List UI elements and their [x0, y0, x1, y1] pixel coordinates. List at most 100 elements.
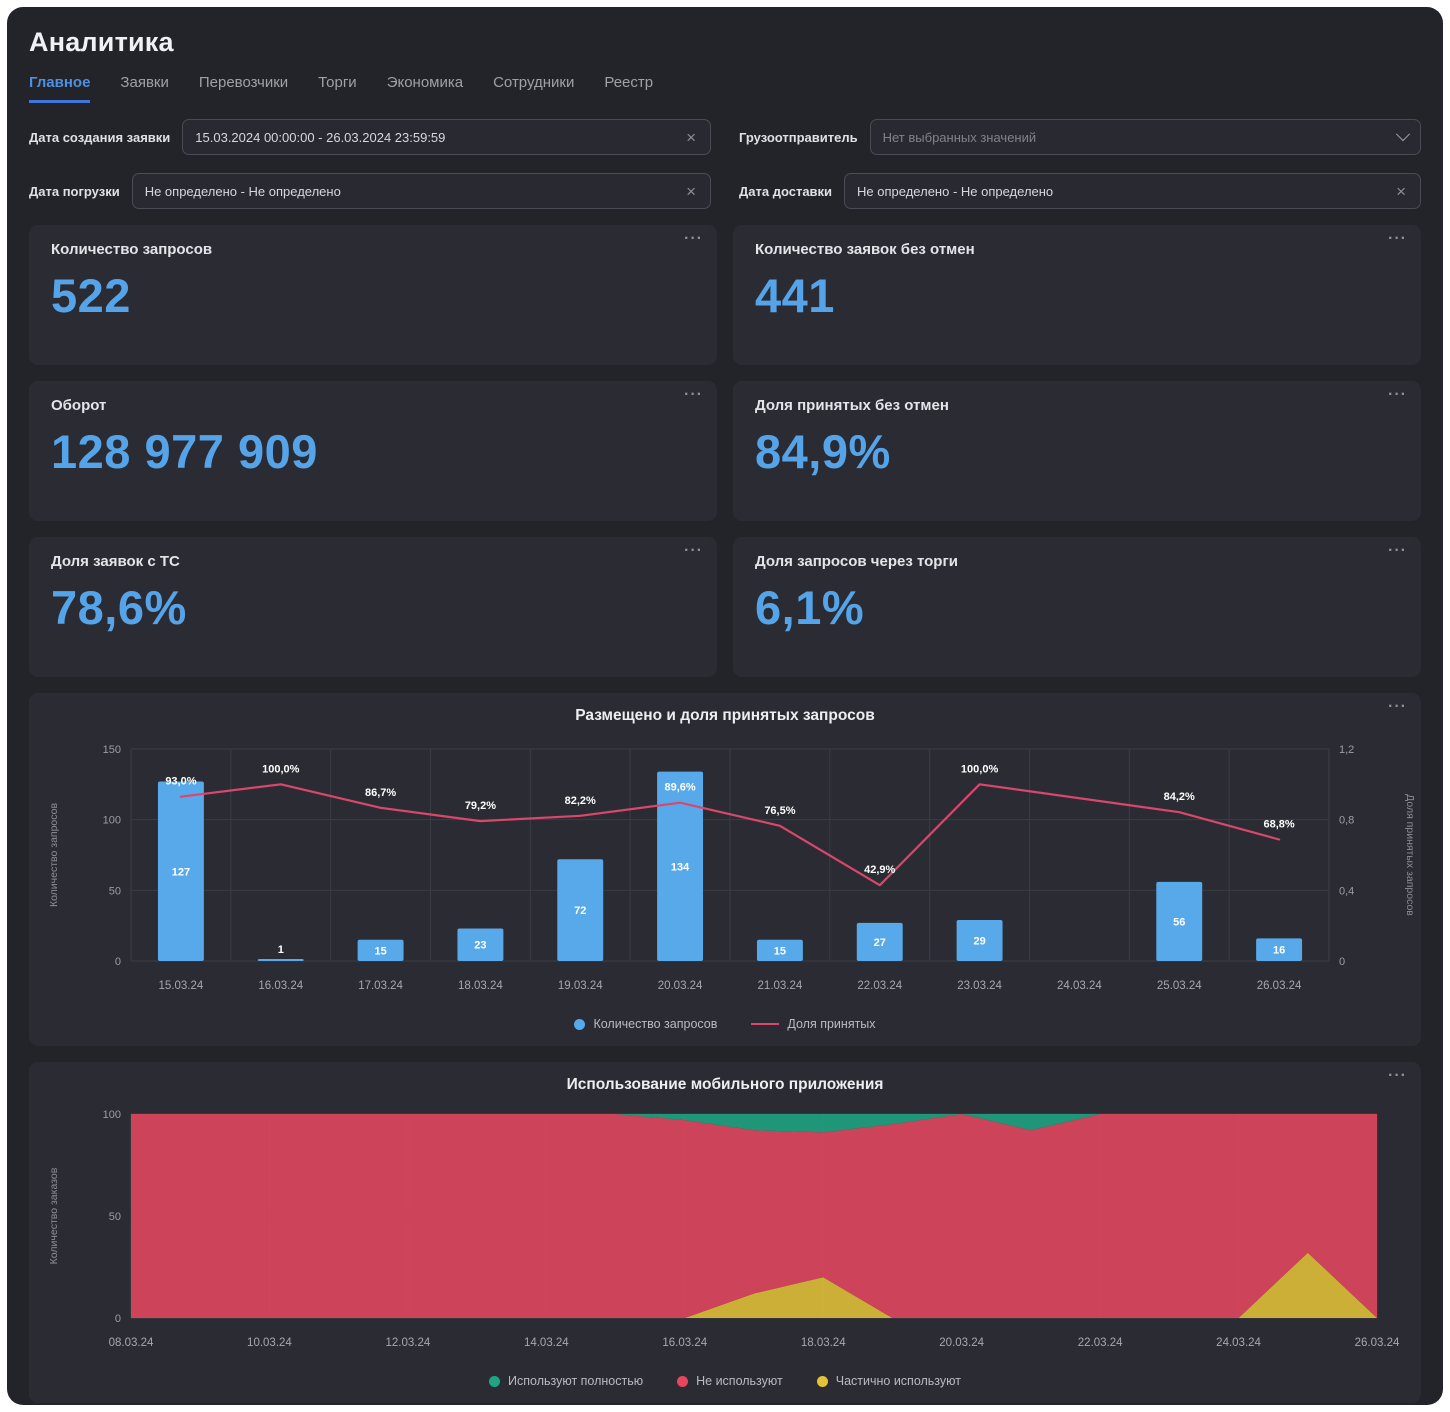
- filter-bar: Дата создания заявки 15.03.2024 00:00:00…: [29, 119, 1421, 209]
- svg-text:79,2%: 79,2%: [465, 800, 496, 812]
- area-chart[interactable]: 0 50 100 08.03.24 10.03.24 12.03.24 14.03.24 16…: [43, 1100, 1417, 1363]
- series-dot-icon: [574, 1018, 586, 1030]
- combo-chart[interactable]: 0 0 50 0,4 100 0,8 150 1,2 15.03.24 127 16.03.24 1 1…: [43, 731, 1417, 1006]
- svg-text:14.03.24: 14.03.24: [524, 1337, 569, 1349]
- series-dot-icon: [816, 1375, 828, 1387]
- svg-text:08.03.24: 08.03.24: [109, 1337, 154, 1349]
- legend-item-requests[interactable]: Количество запросов: [574, 1017, 717, 1031]
- kpi-card-auction-share: ··· Доля запросов через торги 6,1%: [733, 537, 1421, 677]
- creation-date-label: Дата создания заявки: [29, 129, 171, 145]
- delivery-date-input[interactable]: Не определено - Не определено ×: [844, 173, 1421, 209]
- kpi-title: Количество заявок без отмен: [755, 241, 975, 258]
- filter-creation-date: Дата создания заявки 15.03.2024 00:00:00…: [29, 119, 711, 155]
- delivery-date-label: Дата доставки: [739, 183, 833, 199]
- tab-main[interactable]: Главное: [29, 74, 91, 103]
- kpi-card-ts-share: ··· Доля заявок с ТС 78,6%: [29, 537, 717, 677]
- more-options-icon[interactable]: ···: [1388, 386, 1407, 403]
- svg-text:89,6%: 89,6%: [664, 782, 695, 794]
- area-chart-panel: ··· Использование мобильного приложения …: [29, 1062, 1421, 1403]
- svg-text:42,9%: 42,9%: [864, 864, 895, 876]
- analytics-dashboard: Аналитика Главное Заявки Перевозчики Тор…: [7, 7, 1443, 1405]
- series-dot-icon: [489, 1375, 501, 1387]
- svg-text:19.03.24: 19.03.24: [558, 980, 603, 992]
- legend-item-partial-use[interactable]: Частично используют: [816, 1374, 961, 1388]
- svg-text:100: 100: [103, 1109, 121, 1121]
- svg-text:82,2%: 82,2%: [565, 795, 596, 807]
- svg-text:1: 1: [278, 944, 284, 956]
- legend-item-full-use[interactable]: Используют полностью: [489, 1374, 643, 1388]
- svg-text:22.03.24: 22.03.24: [857, 980, 902, 992]
- svg-text:25.03.24: 25.03.24: [1157, 980, 1202, 992]
- svg-text:26.03.24: 26.03.24: [1257, 980, 1302, 992]
- tab-auctions[interactable]: Торги: [318, 74, 357, 91]
- svg-text:17.03.24: 17.03.24: [358, 980, 403, 992]
- svg-text:26.03.24: 26.03.24: [1355, 1337, 1400, 1349]
- loading-date-label: Дата погрузки: [29, 183, 120, 199]
- svg-text:15: 15: [774, 945, 786, 957]
- svg-text:29: 29: [973, 936, 985, 948]
- close-icon[interactable]: ×: [686, 181, 696, 201]
- more-options-icon[interactable]: ···: [684, 386, 703, 403]
- series-line-icon: [751, 1023, 780, 1025]
- close-icon[interactable]: ×: [1396, 181, 1406, 201]
- svg-text:10.03.24: 10.03.24: [247, 1337, 292, 1349]
- kpi-title: Доля запросов через торги: [755, 553, 958, 570]
- more-options-icon[interactable]: ···: [684, 230, 703, 247]
- kpi-card-orders-no-cancel: ··· Количество заявок без отмен 441: [733, 225, 1421, 365]
- tab-carriers[interactable]: Перевозчики: [198, 74, 289, 91]
- kpi-card-accepted-share: ··· Доля принятых без отмен 84,9%: [733, 381, 1421, 521]
- svg-text:100,0%: 100,0%: [961, 763, 999, 775]
- tab-registry[interactable]: Реестр: [604, 74, 654, 91]
- svg-text:50: 50: [109, 885, 121, 897]
- svg-text:23: 23: [474, 940, 486, 952]
- more-options-icon[interactable]: ···: [684, 542, 703, 559]
- more-options-icon[interactable]: ···: [1388, 698, 1407, 715]
- svg-text:150: 150: [103, 744, 121, 756]
- svg-text:16.03.24: 16.03.24: [662, 1337, 707, 1349]
- svg-text:84,2%: 84,2%: [1164, 791, 1195, 803]
- chevron-down-icon[interactable]: [1395, 127, 1411, 142]
- svg-text:16.03.24: 16.03.24: [258, 980, 303, 992]
- svg-text:24.03.24: 24.03.24: [1216, 1337, 1261, 1349]
- area-chart-legend: Используют полностью Не используют Части…: [43, 1369, 1407, 1393]
- combo-chart-title: Размещено и доля принятых запросов: [575, 707, 875, 724]
- kpi-value: 128 977 909: [51, 425, 318, 478]
- svg-text:24.03.24: 24.03.24: [1057, 980, 1102, 992]
- svg-text:27: 27: [874, 937, 886, 949]
- loading-date-input[interactable]: Не определено - Не определено ×: [131, 173, 711, 209]
- tab-economics[interactable]: Экономика: [386, 74, 464, 91]
- area-chart-title: Использование мобильного приложения: [566, 1076, 884, 1093]
- svg-text:22.03.24: 22.03.24: [1078, 1337, 1123, 1349]
- filter-delivery-date: Дата доставки Не определено - Не определ…: [739, 173, 1421, 209]
- kpi-value: 441: [755, 269, 835, 322]
- creation-date-value: 15.03.2024 00:00:00 - 26.03.2024 23:59:5…: [195, 129, 446, 145]
- svg-text:1,2: 1,2: [1339, 744, 1354, 756]
- svg-text:0,4: 0,4: [1339, 885, 1354, 897]
- more-options-icon[interactable]: ···: [1388, 542, 1407, 559]
- kpi-title: Оборот: [51, 397, 107, 414]
- more-options-icon[interactable]: ···: [1388, 1067, 1407, 1084]
- loading-date-value: Не определено - Не определено: [144, 183, 341, 199]
- kpi-value: 84,9%: [755, 425, 891, 478]
- svg-text:20.03.24: 20.03.24: [658, 980, 703, 992]
- svg-text:76,5%: 76,5%: [764, 805, 795, 817]
- kpi-card-turnover: ··· Оборот 128 977 909: [29, 381, 717, 521]
- shipper-select[interactable]: Нет выбранных значений: [869, 119, 1421, 155]
- tab-employees[interactable]: Сотрудники: [493, 74, 575, 91]
- shipper-label: Грузоотправитель: [739, 129, 858, 145]
- svg-text:68,8%: 68,8%: [1263, 818, 1294, 830]
- close-icon[interactable]: ×: [686, 127, 696, 147]
- tab-requests[interactable]: Заявки: [120, 74, 169, 91]
- tab-bar: Главное Заявки Перевозчики Торги Экономи…: [29, 74, 1421, 103]
- svg-text:12.03.24: 12.03.24: [386, 1337, 431, 1349]
- svg-text:Доля принятых запросов: Доля принятых запросов: [1404, 794, 1416, 916]
- svg-text:15: 15: [374, 945, 386, 957]
- svg-text:21.03.24: 21.03.24: [758, 980, 803, 992]
- kpi-title: Доля заявок с ТС: [51, 553, 180, 570]
- legend-item-no-use[interactable]: Не используют: [677, 1374, 783, 1388]
- legend-item-accepted[interactable]: Доля принятых: [751, 1017, 876, 1031]
- svg-text:100: 100: [103, 815, 121, 827]
- creation-date-input[interactable]: 15.03.2024 00:00:00 - 26.03.2024 23:59:5…: [182, 119, 711, 155]
- more-options-icon[interactable]: ···: [1388, 230, 1407, 247]
- svg-text:134: 134: [671, 861, 690, 873]
